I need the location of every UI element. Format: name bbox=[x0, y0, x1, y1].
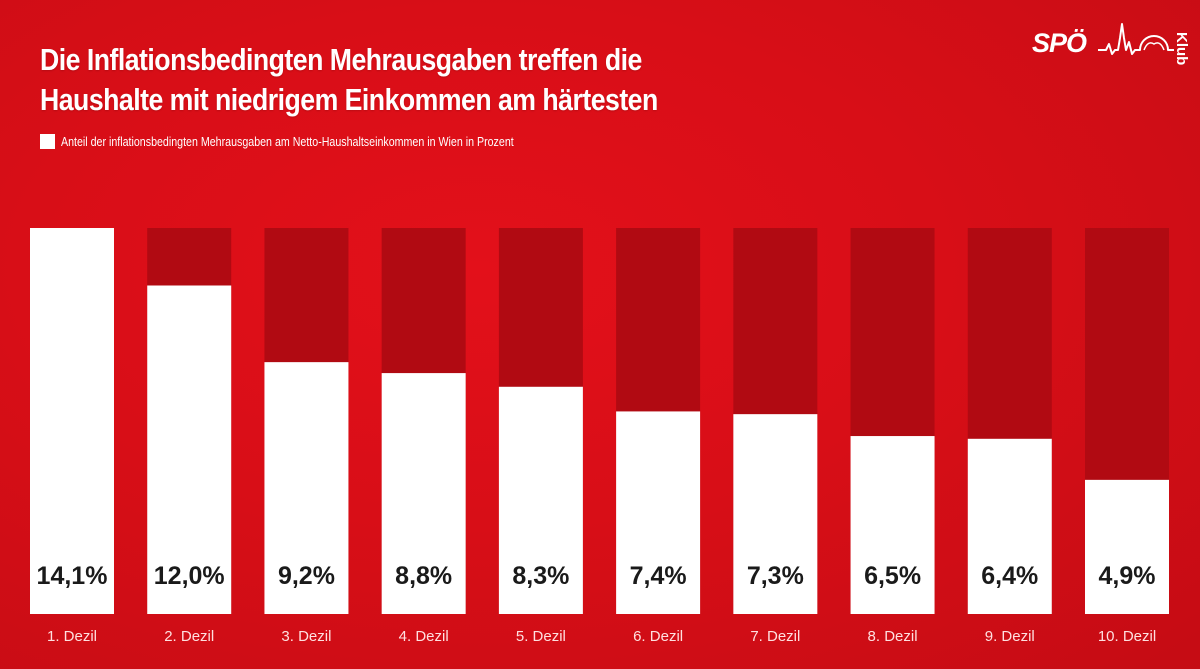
skyline-heartbeat-icon bbox=[1098, 23, 1174, 55]
category-label: 9. Dezil bbox=[985, 628, 1035, 645]
category-label: 1. Dezil bbox=[47, 628, 97, 645]
legend-label: Anteil der inflationsbedingten Mehrausga… bbox=[61, 134, 514, 149]
value-label: 7,4% bbox=[630, 562, 687, 590]
category-label: 8. Dezil bbox=[868, 628, 918, 645]
category-label: 6. Dezil bbox=[633, 628, 683, 645]
legend-swatch bbox=[40, 134, 55, 149]
bar-1 bbox=[30, 228, 114, 614]
bar-7 bbox=[733, 414, 818, 614]
bar-5 bbox=[498, 386, 583, 614]
bar-8 bbox=[850, 436, 935, 614]
chart-title-line-1: Die Inflationsbedingten Mehrausgaben tre… bbox=[40, 42, 642, 77]
bar-2 bbox=[147, 285, 232, 614]
value-label: 14,1% bbox=[37, 562, 108, 590]
value-label: 4,9% bbox=[1099, 562, 1156, 590]
value-label: 8,8% bbox=[395, 562, 452, 590]
category-label: 5. Dezil bbox=[516, 628, 566, 645]
value-label: 8,3% bbox=[512, 562, 569, 590]
chart-legend: Anteil der inflationsbedingten Mehrausga… bbox=[40, 134, 613, 149]
bar-10 bbox=[1085, 479, 1169, 614]
category-label: 4. Dezil bbox=[399, 628, 449, 645]
bar-4 bbox=[381, 373, 466, 614]
value-label: 12,0% bbox=[154, 562, 225, 590]
category-label: 3. Dezil bbox=[281, 628, 331, 645]
value-label: 9,2% bbox=[278, 562, 335, 590]
value-label: 6,5% bbox=[864, 562, 921, 590]
chart-title: Die Inflationsbedingten Mehrausgaben tre… bbox=[40, 40, 658, 120]
category-label: 7. Dezil bbox=[750, 628, 800, 645]
logo-brand-text: SPÖ bbox=[1032, 28, 1087, 58]
bar-6 bbox=[616, 411, 701, 614]
bar-9 bbox=[967, 438, 1052, 614]
value-label: 6,4% bbox=[981, 562, 1038, 590]
category-label: 2. Dezil bbox=[164, 628, 214, 645]
spoe-klub-logo: SPÖ Klub bbox=[1032, 20, 1192, 80]
chart-title-line-2: Haushalte mit niedrigem Einkommen am här… bbox=[40, 82, 658, 117]
value-label: 7,3% bbox=[747, 562, 804, 590]
bar-3 bbox=[264, 362, 349, 614]
category-label: 10. Dezil bbox=[1098, 628, 1156, 645]
